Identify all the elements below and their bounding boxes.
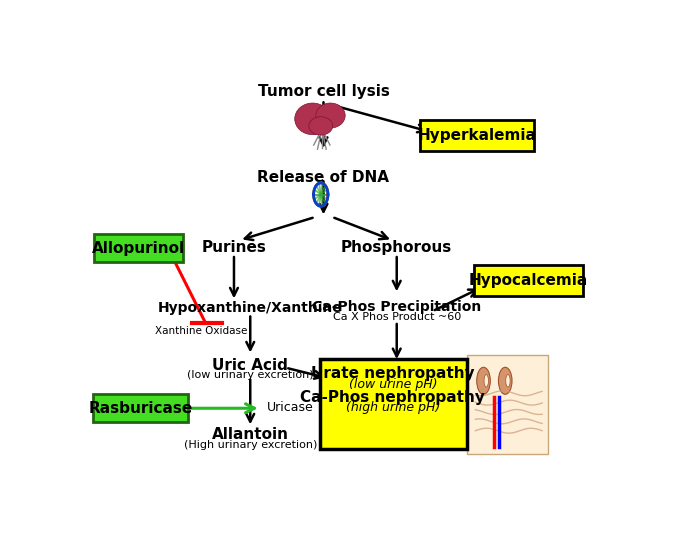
FancyBboxPatch shape (93, 394, 188, 422)
Ellipse shape (484, 375, 489, 387)
Text: Hypoxanthine/Xanthine: Hypoxanthine/Xanthine (158, 301, 342, 315)
Text: Tumor cell lysis: Tumor cell lysis (258, 84, 389, 99)
Ellipse shape (295, 103, 330, 134)
Text: (High urinary excretion): (High urinary excretion) (183, 440, 317, 450)
Text: Allantoin: Allantoin (211, 427, 288, 442)
Ellipse shape (498, 367, 512, 394)
Text: Uric Acid: Uric Acid (212, 357, 288, 373)
Text: Rasburicase: Rasburicase (88, 401, 192, 416)
FancyBboxPatch shape (419, 120, 534, 151)
Text: Ca-Phos Precipitation: Ca-Phos Precipitation (312, 300, 482, 314)
Ellipse shape (309, 117, 332, 135)
Text: Urate nephropathy: Urate nephropathy (311, 366, 475, 381)
Text: Uricase: Uricase (267, 401, 314, 414)
Text: Release of DNA: Release of DNA (258, 170, 389, 185)
Text: (high urine pH): (high urine pH) (346, 401, 440, 414)
FancyBboxPatch shape (467, 355, 548, 454)
Text: Phosphorous: Phosphorous (341, 240, 452, 255)
Text: Allopurinol: Allopurinol (92, 241, 185, 255)
Ellipse shape (477, 367, 490, 394)
Text: Ca X Phos Product ~60: Ca X Phos Product ~60 (332, 312, 461, 322)
FancyBboxPatch shape (320, 359, 467, 449)
Text: (low urine pH): (low urine pH) (349, 377, 438, 390)
Text: Ca-Phos nephropathy: Ca-Phos nephropathy (300, 390, 485, 405)
Text: Hypocalcemia: Hypocalcemia (469, 273, 588, 288)
Text: Hyperkalemia: Hyperkalemia (417, 128, 536, 143)
Ellipse shape (316, 103, 345, 128)
Ellipse shape (506, 375, 510, 387)
Text: Xanthine Oxidase: Xanthine Oxidase (155, 326, 248, 336)
Text: Purines: Purines (202, 240, 267, 255)
FancyBboxPatch shape (474, 265, 583, 296)
Text: (low urinary excretion): (low urinary excretion) (187, 369, 314, 380)
FancyBboxPatch shape (94, 234, 183, 262)
